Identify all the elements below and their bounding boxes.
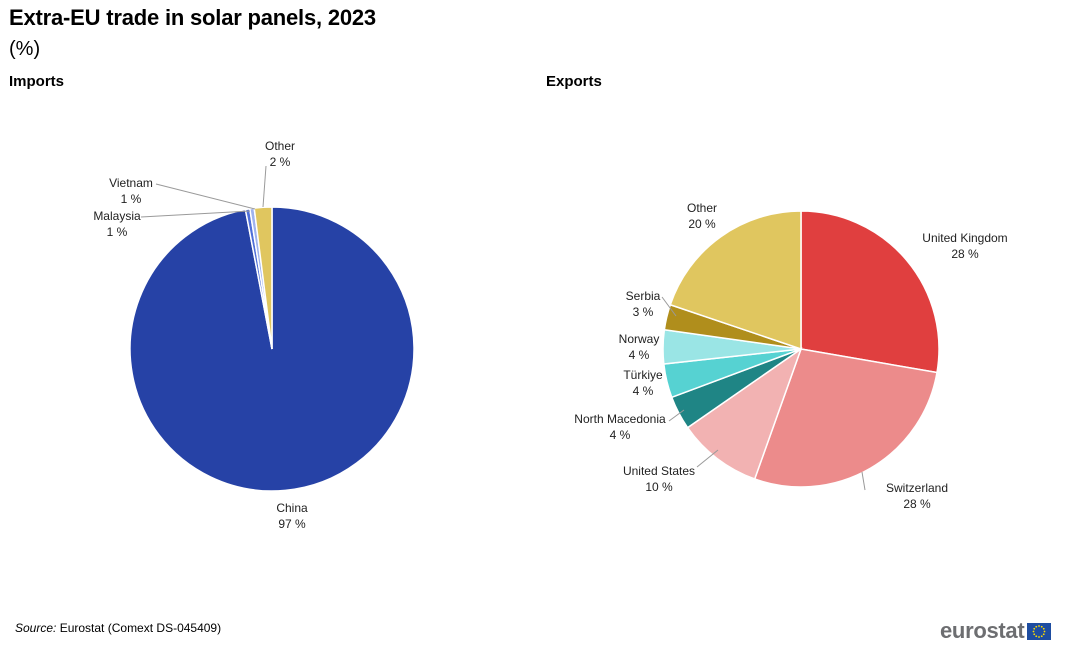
- imports-label-china: China: [276, 501, 308, 515]
- imports-label-other: Other: [265, 139, 295, 153]
- exports-slice-other: [669, 210, 802, 351]
- chart-subtitle: (%): [9, 38, 41, 60]
- exports-leader-switzerland: [861, 471, 866, 491]
- exports-value-other: 20 %: [688, 217, 716, 231]
- exports-label-other: Other: [687, 201, 717, 215]
- exports-label-serbia: Serbia: [626, 289, 661, 303]
- exports-value-turkiye: 4 %: [633, 384, 654, 398]
- imports-value-other: 2 %: [270, 155, 291, 169]
- imports-pie-title: Imports: [9, 73, 65, 90]
- exports-value-united-kingdom: 28 %: [951, 247, 979, 261]
- exports-slice-switzerland: [753, 348, 938, 488]
- exports-value-norway: 4 %: [629, 348, 650, 362]
- exports-label-united-states: United States: [623, 464, 695, 478]
- source-note: Source: Eurostat (Comext DS-045409): [15, 621, 221, 635]
- exports-value-serbia: 3 %: [633, 305, 654, 319]
- exports-pie-title: Exports: [546, 73, 602, 90]
- imports-value-vietnam: 1 %: [121, 192, 142, 206]
- exports-slice-united-states: [686, 347, 803, 480]
- exports-leader-north-macedonia: [668, 409, 685, 422]
- imports-value-malaysia: 1 %: [107, 225, 128, 239]
- exports-label-north-macedonia: North Macedonia: [574, 412, 666, 426]
- exports-label-turkiye: Türkiye: [623, 368, 663, 382]
- imports-slice-other: [253, 206, 273, 350]
- imports-value-china: 97 %: [278, 517, 306, 531]
- imports-label-malaysia: Malaysia: [93, 209, 141, 223]
- exports-value-switzerland: 28 %: [903, 497, 931, 511]
- imports-leader-malaysia: [140, 210, 251, 218]
- exports-leader-serbia: [661, 296, 677, 317]
- exports-pie: United Kingdom 28 % Switzerland 28 % United …: [574, 201, 1007, 511]
- exports-slice-united-kingdom: [800, 210, 940, 374]
- imports-leader-other: [262, 165, 267, 208]
- exports-label-united-kingdom: United Kingdom: [922, 231, 1007, 245]
- imports-label-vietnam: Vietnam: [109, 176, 153, 190]
- eurostat-logo: eurostat: [940, 618, 1052, 644]
- source-text: Eurostat (Comext DS-045409): [59, 621, 222, 635]
- imports-leader-vietnam: [155, 183, 256, 210]
- exports-label-norway: Norway: [619, 332, 660, 346]
- exports-value-united-states: 10 %: [645, 480, 673, 494]
- exports-leader-united-states: [696, 449, 719, 468]
- source-label: Source:: [15, 621, 57, 635]
- eu-flag-icon: [1027, 622, 1052, 640]
- exports-label-switzerland: Switzerland: [886, 481, 948, 495]
- logo-text: eurostat: [940, 618, 1025, 643]
- imports-pie: China 97 % Malaysia 1 % Vietnam 1 % Other 2 %: [93, 139, 415, 531]
- exports-value-north-macedonia: 4 %: [610, 428, 631, 442]
- chart-title: Extra-EU trade in solar panels, 2023: [9, 5, 376, 30]
